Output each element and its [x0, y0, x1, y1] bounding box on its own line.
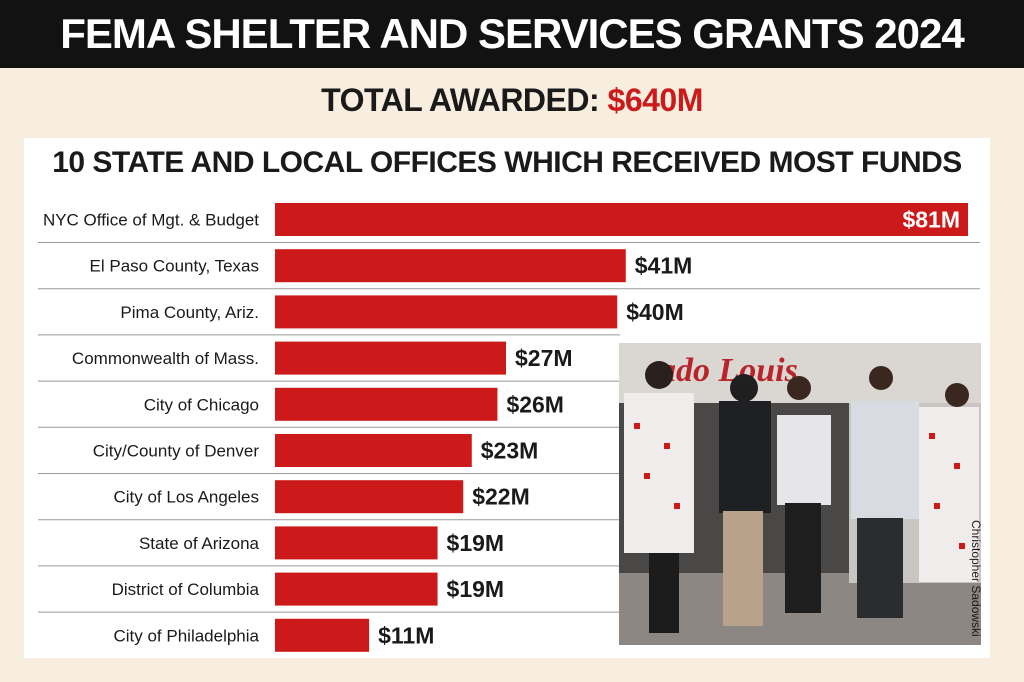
category-label: City/County of Denver [93, 442, 260, 461]
value-label: $19M [447, 530, 505, 556]
value-label: $40M [626, 299, 684, 325]
category-label: City of Chicago [144, 395, 259, 414]
total-awarded: TOTAL AWARDED: $640M [0, 82, 1024, 119]
value-label: $81M [902, 207, 960, 233]
category-label: Commonwealth of Mass. [72, 349, 259, 368]
total-label: TOTAL AWARDED: [321, 82, 600, 118]
value-label: $27M [515, 345, 573, 371]
people-with-blankets-photo: ado Louis [619, 343, 981, 645]
value-label: $19M [447, 576, 505, 602]
category-label: State of Arizona [139, 534, 260, 553]
bar [275, 480, 464, 514]
bar-chart: NYC Office of Mgt. & Budget $81M El Paso C… [38, 203, 980, 652]
page-title: FEMA SHELTER AND SERVICES GRANTS 2024 [0, 0, 1024, 68]
value-label: $11M [378, 622, 434, 648]
bar [275, 203, 968, 236]
bar [275, 249, 626, 283]
bar [275, 387, 498, 421]
category-label: Pima County, Ariz. [120, 303, 259, 322]
bar [275, 295, 618, 329]
photo-credit-text: Christopher Sadowski [969, 520, 983, 637]
bar [275, 526, 438, 560]
photo-credit: Christopher Sadowski [969, 520, 993, 650]
bar [275, 434, 472, 467]
category-label: El Paso County, Texas [90, 257, 259, 276]
chart-title: 10 STATE AND LOCAL OFFICES WHICH RECEIVE… [52, 146, 962, 179]
category-label: District of Columbia [112, 580, 260, 599]
value-label: $22M [472, 484, 530, 510]
bar [275, 618, 370, 652]
bar [275, 572, 438, 606]
photo-sign-text: ado Louis [659, 352, 798, 389]
category-label: City of Philadelphia [113, 626, 259, 645]
category-label: City of Los Angeles [113, 488, 259, 507]
value-label: $23M [481, 438, 539, 464]
value-label: $26M [506, 391, 564, 417]
value-label: $41M [635, 253, 693, 279]
bar [275, 341, 506, 375]
category-label: NYC Office of Mgt. & Budget [43, 211, 259, 230]
total-amount: $640M [607, 82, 704, 118]
